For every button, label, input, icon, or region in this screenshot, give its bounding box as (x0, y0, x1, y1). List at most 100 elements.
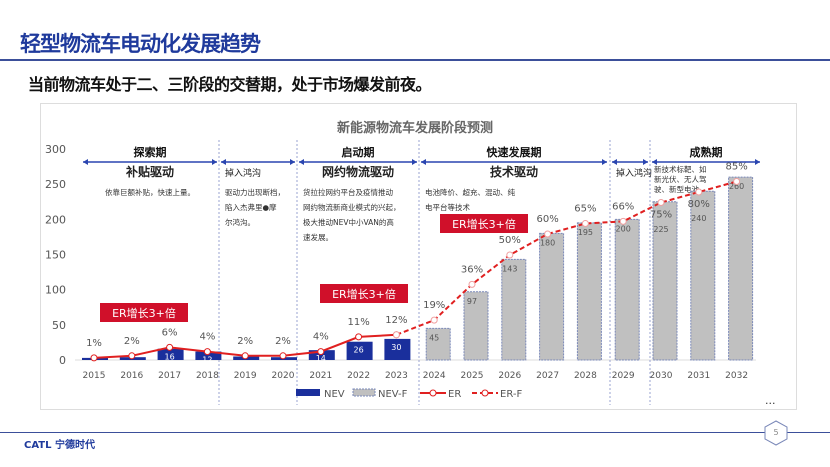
nev-bar (384, 338, 411, 360)
er-point (317, 348, 325, 356)
legend-label: ER-F (500, 389, 522, 400)
er-point (355, 333, 363, 341)
nev-bar (195, 351, 222, 360)
er-f-value-label: 19% (423, 300, 445, 311)
nev-bar (346, 341, 373, 360)
stage-description: 驶、新型电池 (654, 184, 699, 194)
er-point (241, 352, 249, 360)
stage-description: 依靠巨额补贴，快速上量。 (105, 187, 195, 197)
x-tick-label: 2018 (196, 371, 219, 381)
er-f-value-label: 50% (499, 235, 521, 246)
nev-bar (308, 350, 335, 360)
er-growth-callout (320, 284, 408, 303)
nev-f-bar (463, 291, 489, 361)
legend-label: ER (448, 389, 461, 400)
er-f-point (657, 199, 665, 206)
bar-value-label: 225 (653, 225, 668, 234)
legend-marker (481, 389, 489, 397)
y-tick-label: 0 (59, 354, 66, 367)
er-growth-callout-text: ER增长3+倍 (112, 306, 176, 320)
er-point (90, 354, 98, 362)
x-tick-label: 2017 (158, 371, 181, 381)
er-f-value-label: 36% (461, 264, 483, 275)
er-f-point (581, 220, 589, 227)
er-point (203, 348, 211, 356)
stage-driver: 补贴驱动 (125, 164, 174, 179)
more-options-button[interactable]: ... (765, 394, 776, 407)
er-f-point (392, 331, 400, 339)
stage-name: 成熟期 (690, 145, 723, 159)
bar-value-label: 26 (354, 346, 364, 355)
er-growth-callout-text: ER增长3+倍 (332, 287, 396, 301)
bar-value-label: 16 (165, 353, 175, 362)
x-tick-label: 2029 (612, 371, 635, 381)
y-tick-label: 200 (45, 213, 66, 226)
bar-value-label: 45 (429, 333, 439, 342)
er-f-value-label: 85% (725, 162, 747, 173)
er-f-point (619, 217, 627, 225)
nev-bar (157, 348, 184, 360)
bar-value-label: 180 (540, 238, 555, 247)
er-value-label: 1% (86, 338, 102, 349)
legend-label: NEV-F (378, 389, 408, 400)
page-number: 5 (773, 428, 779, 437)
er-f-value-label: 60% (536, 214, 558, 225)
arrow-head-icon (643, 159, 648, 165)
x-tick-label: 2015 (83, 371, 106, 381)
er-growth-callout (100, 303, 188, 322)
stage-name: 启动期 (342, 145, 375, 159)
er-value-label: 2% (275, 336, 291, 347)
er-f-point (733, 178, 741, 185)
company-logo: CATL 宁德时代 (24, 440, 95, 451)
er-point (166, 343, 174, 351)
er-point (128, 352, 136, 360)
er-f-point (544, 230, 552, 238)
y-tick-label: 150 (45, 249, 66, 262)
x-tick-label: 2021 (309, 371, 332, 381)
legend-nev-f-swatch (352, 388, 376, 397)
stage-description: 网约物流新商业模式的兴起， (303, 202, 401, 212)
stage-description: 速发展。 (303, 232, 333, 242)
er-f-line (396, 180, 737, 336)
er-growth-callout-text: ER增长3+倍 (452, 217, 516, 231)
chart-frame (40, 103, 797, 410)
x-tick-label: 2023 (385, 371, 408, 381)
x-tick-label: 2020 (272, 371, 295, 381)
stage-driver: 掉入鸿沟 (225, 167, 261, 179)
stage-description: 陷入杰弗里●摩 (225, 202, 277, 212)
legend-label: NEV (324, 389, 345, 400)
arrow-head-icon (412, 159, 417, 165)
arrow-head-icon (612, 159, 617, 165)
stage-description: 电池降价、超充、混动、纯 (425, 187, 515, 197)
x-tick-label: 2027 (536, 371, 559, 381)
nev-f-bar (501, 258, 527, 361)
arrow-head-icon (221, 159, 226, 165)
chart-title: 新能源物流车发展阶段预测 (336, 121, 493, 136)
arrow-head-icon (212, 159, 217, 165)
stage-driver: 技术驱动 (490, 164, 538, 179)
er-value-label: 4% (313, 332, 329, 343)
page-badge-hexagon-icon (764, 420, 788, 446)
bar-value-label: 143 (502, 264, 517, 273)
stage-description: 驱动力出现断档， (225, 187, 285, 197)
nev-f-bar (539, 232, 565, 361)
bar-value-label: 97 (467, 297, 477, 306)
x-tick-label: 2025 (461, 371, 484, 381)
page-title: 轻型物流车电动化发展趋势 (20, 32, 261, 56)
er-value-label: 12% (385, 315, 407, 326)
y-tick-label: 100 (45, 284, 66, 297)
x-tick-label: 2016 (120, 371, 143, 381)
er-value-label: 2% (237, 336, 253, 347)
er-f-point (506, 251, 514, 259)
er-value-label: 2% (124, 336, 140, 347)
er-f-value-label: 80% (688, 199, 710, 210)
arrow-head-icon (652, 159, 657, 165)
stage-description: 电平台等技术 (425, 202, 470, 212)
legend-nev-swatch (296, 389, 320, 396)
stage-description: 极大推动NEV中小VAN的高 (303, 217, 394, 227)
er-f-value-label: 75% (650, 210, 672, 221)
arrow-head-icon (755, 159, 760, 165)
bar-value-label: 12 (202, 356, 212, 365)
arrow-head-icon (290, 159, 295, 165)
